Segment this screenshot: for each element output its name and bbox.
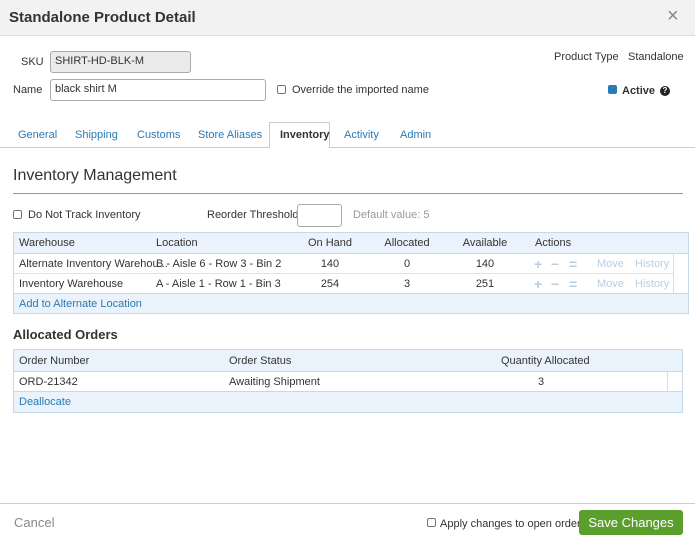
allocated-table: Order Number Order Status Quantity Allocat…	[13, 349, 683, 413]
footer-line	[0, 503, 695, 504]
close-button[interactable]: ×	[667, 5, 679, 28]
tab[interactable]: Customs	[137, 129, 180, 141]
tab[interactable]: Admin	[400, 129, 431, 141]
column-header: Order Status	[229, 355, 291, 367]
column-header: Quantity Allocated	[501, 355, 590, 367]
column-header: Actions	[535, 237, 571, 249]
row-line	[14, 391, 682, 392]
row-line	[14, 273, 674, 274]
scroll-track	[673, 254, 674, 293]
action-0[interactable]: +	[534, 256, 542, 272]
cell: A - Aisle 1 - Row 1 - Bin 3	[156, 278, 281, 290]
action-2[interactable]: =	[569, 256, 577, 272]
cell: 0	[377, 258, 437, 270]
allocated-title: Allocated Orders	[13, 327, 118, 342]
override-label: Override the imported name	[292, 84, 429, 96]
tab-line	[0, 147, 695, 148]
track-label: Do Not Track Inventory	[28, 209, 141, 221]
table-link[interactable]: Add to Alternate Location	[19, 298, 142, 310]
cell: Inventory Warehouse	[19, 278, 123, 290]
name-input[interactable]: black shirt M	[50, 79, 266, 101]
cell: 251	[455, 278, 515, 290]
column-header: Warehouse	[19, 237, 75, 249]
inventory-table: Warehouse Location On Hand Allocated Availab…	[13, 232, 689, 314]
active-checkbox[interactable]	[608, 85, 617, 94]
action-4[interactable]: History	[635, 278, 669, 290]
row-bg	[14, 392, 682, 412]
action-0[interactable]: +	[534, 276, 542, 292]
cell: 3	[511, 376, 571, 388]
tab[interactable]: Shipping	[75, 129, 118, 141]
override-checkbox[interactable]	[277, 85, 286, 94]
cell: 3	[377, 278, 437, 290]
column-header: Order Number	[19, 355, 89, 367]
dialog-title: Standalone Product Detail	[9, 9, 196, 26]
default-hint: Default value: 5	[353, 209, 429, 221]
tab[interactable]: Activity	[344, 129, 379, 141]
name-label: Name	[13, 84, 42, 96]
apply-label: Apply changes to open orders	[440, 518, 586, 530]
save-button[interactable]: Save Changes	[579, 510, 683, 535]
action-3[interactable]: Move	[597, 278, 624, 290]
row-line	[14, 253, 688, 254]
row-line	[14, 371, 682, 372]
tab[interactable]: Store Aliases	[198, 129, 262, 141]
help-icon[interactable]: ?	[660, 86, 670, 96]
column-header: Location	[156, 237, 198, 249]
column-header: Allocated	[377, 237, 437, 249]
action-1[interactable]: −	[551, 276, 559, 292]
table-link[interactable]: Deallocate	[19, 396, 71, 408]
section-rule	[13, 193, 683, 194]
cell: 254	[300, 278, 360, 290]
row-line	[14, 293, 688, 294]
column-header: Available	[455, 237, 515, 249]
cell: 140	[455, 258, 515, 270]
cancel-button[interactable]: Cancel	[14, 515, 54, 530]
reorder-label: Reorder Threshold	[207, 209, 299, 221]
column-header: On Hand	[300, 237, 360, 249]
active-label: Active	[622, 85, 655, 97]
sku-label: SKU	[21, 56, 44, 68]
action-3[interactable]: Move	[597, 258, 624, 270]
cell: Awaiting Shipment	[229, 376, 320, 388]
cell: B - Aisle 6 - Row 3 - Bin 2	[156, 258, 281, 270]
action-1[interactable]: −	[551, 256, 559, 272]
cell: Alternate Inventory Warehou...	[19, 258, 168, 270]
sku-input: SHIRT-HD-BLK-M	[50, 51, 191, 73]
track-checkbox[interactable]	[13, 210, 22, 219]
product-type-value: Standalone	[628, 51, 684, 63]
section-title: Inventory Management	[13, 167, 177, 185]
reorder-input[interactable]	[297, 204, 342, 227]
tab[interactable]: General	[18, 129, 57, 141]
product-type-label: Product Type	[554, 51, 619, 63]
apply-checkbox[interactable]	[427, 518, 436, 527]
action-4[interactable]: History	[635, 258, 669, 270]
scroll-track	[667, 372, 668, 391]
cell: 140	[300, 258, 360, 270]
tab[interactable]: Inventory	[280, 129, 330, 141]
action-2[interactable]: =	[569, 276, 577, 292]
cell: ORD-21342	[19, 376, 78, 388]
